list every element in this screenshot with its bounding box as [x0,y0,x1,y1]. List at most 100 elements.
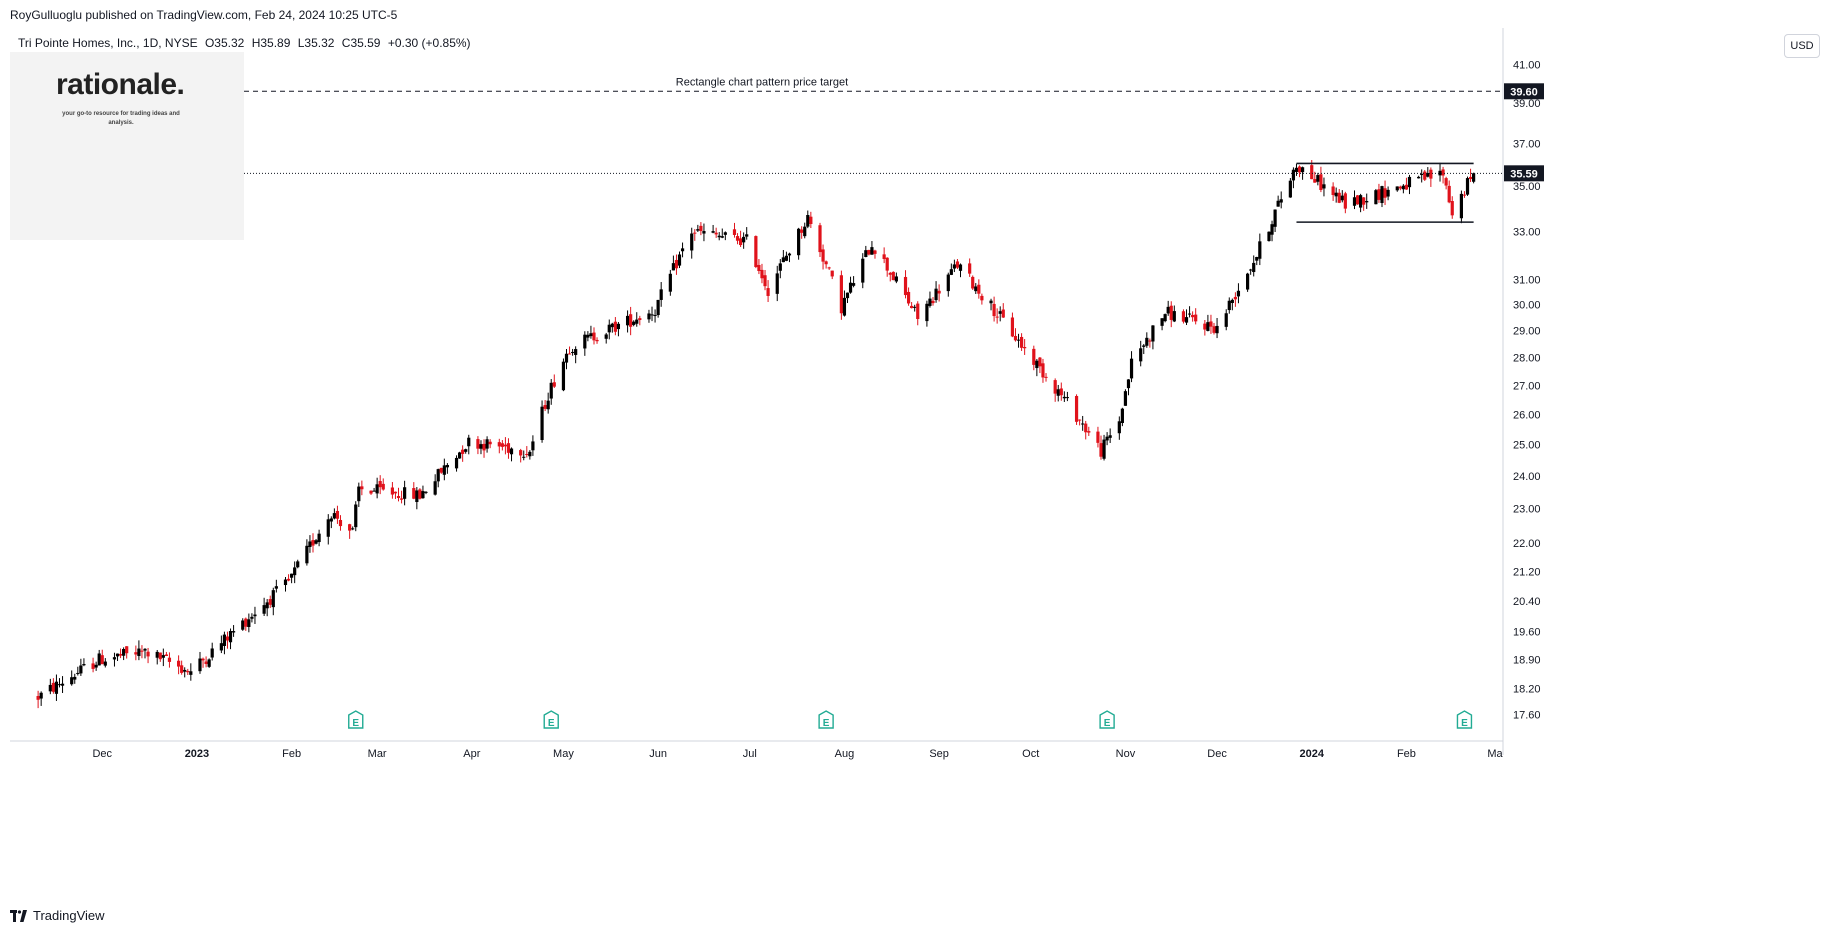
x-tick-label: 2023 [185,748,209,760]
candle-body [549,382,553,399]
candle-body [604,334,608,339]
candle-body [781,257,785,263]
candle-body [1273,209,1277,227]
candle-body [222,634,227,646]
candle-body [1313,179,1317,183]
candle-body [946,274,950,292]
candle-body [500,443,504,447]
x-tick-label: Aug [835,748,855,760]
candle-body [910,305,914,309]
candle-body [1041,363,1045,378]
candle-body [1084,423,1088,433]
y-tick-label: 25.00 [1513,440,1541,452]
candle-body [207,659,211,667]
candle-body [79,665,83,674]
candle-body [1120,408,1124,424]
candle-body [476,439,480,449]
candle-body [1019,336,1024,348]
legend-close: C35.59 [341,36,381,50]
candle-body [1142,345,1146,347]
candle-body [934,288,938,301]
candle-body [977,284,981,294]
candle-body [274,586,278,589]
candle-body [39,692,43,699]
footer-brand[interactable]: TradingView [10,908,105,923]
candle-body [94,664,98,668]
candle-body [36,696,40,700]
candle-body [1468,176,1473,180]
candle-body [583,334,587,349]
candle-body [906,291,911,304]
earnings-marker-glyph: E [548,718,555,729]
candle-body [1276,200,1280,207]
candle-body [848,282,853,293]
candle-body [1340,195,1344,201]
candle-body [1352,197,1357,206]
candle-body [1191,314,1195,318]
candle-body [531,441,535,451]
candle-body [745,234,749,237]
candle-body [57,684,62,686]
candle-body [974,286,978,292]
candle-body [1160,318,1164,326]
candle-body [1459,193,1464,219]
candle-body [1355,195,1360,205]
candle-body [393,491,398,494]
candle-body [711,231,715,233]
price-chart[interactable]: 41.00 39.00 37.00 35.00 33.00 31.00 30.00 29.00… [10,28,1835,908]
x-tick-label: Nov [1116,748,1136,760]
candle-body [613,321,617,332]
candle-body [668,273,672,292]
candle-body [1035,360,1039,369]
y-tick-label: 21.20 [1513,566,1541,578]
candle-body [457,452,462,459]
x-tick-label: Jul [743,748,757,760]
candle-body [656,299,660,316]
candle-body [482,443,486,451]
candle-body [403,487,407,499]
candle-body [485,439,489,449]
candle-body [800,229,804,233]
candle-body [723,232,727,235]
candle-body [506,443,511,453]
candle-body [103,661,107,666]
x-tick-label: Sep [929,748,949,760]
candle-body [1255,257,1259,261]
candle-body [952,264,956,269]
candle-body [372,490,376,492]
candle-body [399,498,404,500]
candle-body [219,643,223,651]
candle-body [564,353,569,363]
currency-button[interactable]: USD [1784,34,1820,58]
candle-body [1426,173,1430,177]
candle-body [659,289,663,300]
candlestick-chart[interactable]: 41.00 39.00 37.00 35.00 33.00 31.00 30.00 29.00… [10,28,1835,908]
candle-body [1206,322,1210,331]
candle-body [1074,395,1079,422]
candle-body [332,513,336,519]
candle-body [189,671,193,675]
candle-body [891,271,895,281]
candle-body [595,339,599,342]
earnings-marker-glyph: E [352,718,359,729]
candle-body [70,677,74,685]
candle-body [830,270,834,277]
candle-body [632,321,636,325]
x-tick-label: 2024 [1300,748,1325,760]
candle-body [1126,379,1131,389]
candle-body [1099,443,1103,457]
candle-body [968,263,972,274]
candle-body [806,215,810,227]
candle-body [317,533,321,543]
candle-body [1163,314,1167,322]
y-tick-label: 18.90 [1513,655,1541,667]
x-tick-label: Mar [368,748,387,760]
candle-body [461,449,465,454]
candle-body [958,264,963,271]
footer-brand-label: TradingView [33,908,105,923]
candle-body [647,313,651,320]
candle-body [1438,170,1442,176]
candle-body [1291,169,1296,181]
candle-body [296,561,300,568]
candle-body [51,682,55,692]
